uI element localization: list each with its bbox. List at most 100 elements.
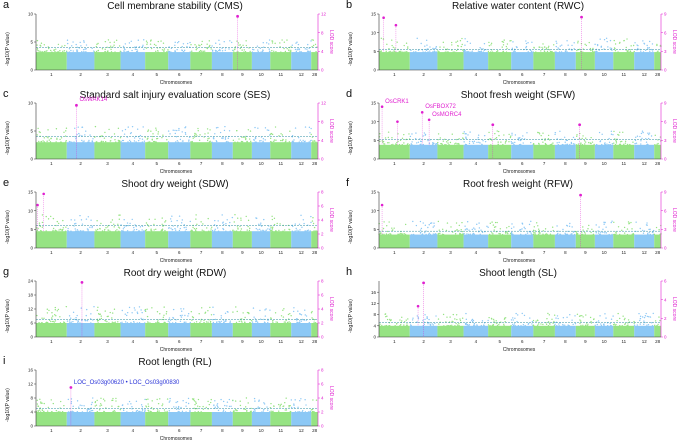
snp-point [538,231,540,233]
snp-point [452,51,454,53]
snp-point [415,224,418,227]
snp-point [294,223,296,225]
snp-point [41,214,44,216]
snp-point [480,229,482,231]
snp-point [647,232,649,235]
snp-points-chr-10 [251,39,271,53]
snp-point [83,405,85,407]
snp-point [489,138,492,140]
snp-point [212,321,215,324]
snp-point [572,231,575,233]
snp-point [228,48,230,50]
snp-point [199,134,201,136]
snp-point [91,140,93,142]
snp-point [297,136,300,139]
snp-point [503,39,505,41]
snp-point [527,42,529,44]
snp-point [70,398,73,400]
snp-point [538,133,541,135]
y-tick-label: 5 [373,138,376,143]
snp-point [600,324,603,327]
snp-point [246,229,248,231]
snp-point [393,50,395,53]
snp-points-chr-8 [554,40,575,53]
snp-point [488,233,491,236]
snp-point [273,217,276,220]
snp-point [234,46,237,48]
snp-point [126,411,128,413]
snp-point [569,143,571,146]
snp-point [221,137,223,139]
snp-point [269,141,272,143]
snp-point [222,228,225,231]
snp-point [642,40,644,42]
snp-point [493,226,496,228]
snp-point [542,233,544,235]
snp-point [304,411,307,413]
snp-point [476,324,478,327]
y-axis-label: -log10(P value) [5,210,11,244]
snp-point [172,316,174,319]
lod-tick-label: 0 [664,335,667,340]
snp-point [185,401,187,404]
snp-point [553,314,556,316]
snp-point [256,321,259,323]
snp-point [537,323,540,325]
snp-point [108,128,110,131]
chromosome-block-11 [270,52,292,70]
snp-point [162,316,165,319]
snp-point [110,136,112,139]
snp-point [305,404,307,406]
snp-point [155,127,157,129]
snp-point [293,403,295,405]
snp-point [385,50,387,53]
snp-point [612,315,614,317]
snp-point [503,134,505,136]
snp-point [387,131,390,133]
snp-point [259,309,261,312]
snp-point [412,233,415,236]
snp-point [310,221,312,224]
snp-point [606,143,608,145]
snp-point [525,42,528,45]
snp-point [308,141,310,143]
snp-point [599,233,602,235]
snp-point [56,137,58,139]
panel-letter: h [346,266,353,278]
lod-tick-label: 3 [664,227,667,232]
snp-point [445,143,447,146]
snp-point [591,50,594,53]
snp-point [314,322,317,324]
snp-point [239,404,242,407]
snp-point [111,219,114,221]
snp-point [401,320,403,322]
snp-point [299,229,301,231]
x-tick-label: 2 [422,161,425,166]
snp-point [566,224,568,227]
x-tick-label: 6 [178,161,181,166]
snp-point [542,141,544,143]
snp-point [390,319,392,321]
snp-point [387,136,390,139]
snp-point [260,222,262,224]
snp-point [656,44,658,47]
snp-points-chr-7 [190,40,212,53]
snp-point [478,227,481,229]
lod-axis-label: LOD score [328,297,334,321]
snp-point [237,141,239,143]
snp-point [106,321,108,323]
snp-point [494,221,497,224]
snp-point [141,45,144,48]
snp-point [425,48,427,51]
y-tick-label: 0 [30,335,33,340]
snp-point [300,214,302,217]
snp-point [298,321,301,324]
snp-point [290,406,293,409]
snp-point [64,230,67,232]
snp-point [552,322,554,324]
snp-point [640,50,642,52]
snp-point [461,317,464,319]
snp-point [482,139,484,142]
snp-point [68,320,71,322]
snp-point [423,323,426,326]
